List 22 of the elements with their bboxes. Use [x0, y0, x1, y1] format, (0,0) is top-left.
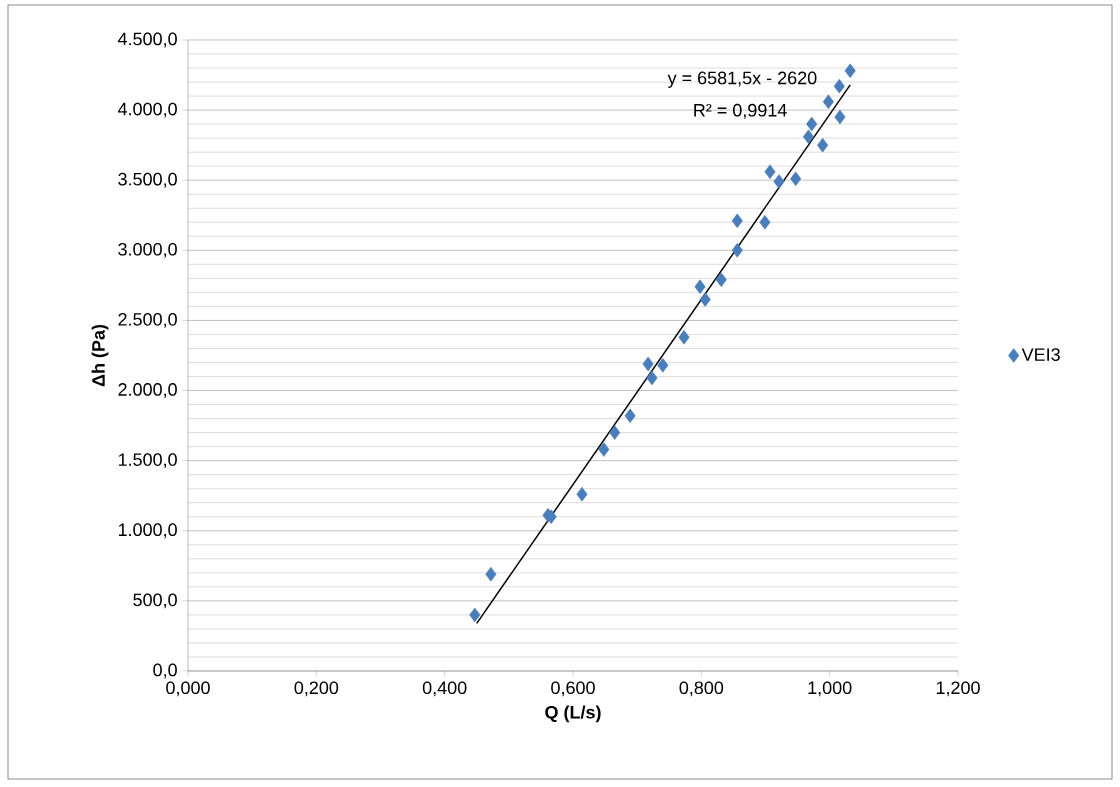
y-tick-label: 3.500,0	[118, 172, 177, 188]
x-tick-label: 0,600	[551, 681, 595, 697]
legend-label: VEI3	[1021, 348, 1060, 361]
x-tick-label: 1,200	[936, 681, 980, 697]
y-tick-label: 3.000,0	[118, 242, 177, 258]
x-axis-title: Q (L/s)	[545, 705, 601, 723]
x-tick-label: 0,400	[422, 681, 467, 697]
y-tick-label: 500,0	[133, 593, 177, 609]
x-tick-label: 0,800	[679, 681, 724, 697]
y-tick-label: 2.000,0	[118, 383, 177, 398]
y-tick-label: 2.500,0	[118, 312, 177, 328]
y-tick-label: 4.500,0	[117, 32, 177, 48]
y-tick-label: 1.500,0	[118, 453, 177, 469]
annotation: R² = 0,9914	[694, 103, 787, 119]
x-tick-label: 1,000	[808, 681, 852, 697]
y-axis-title: Δh (Pa)	[91, 324, 109, 387]
x-tick-label: 0,000	[166, 681, 210, 697]
y-tick-label: 4.000,0	[117, 102, 177, 118]
x-tick-label: 0,200	[294, 681, 339, 697]
y-tick-label: 1.000,0	[118, 523, 177, 539]
annotation: y = 6581,5x - 2620	[667, 71, 817, 88]
y-tick-label: 0,0	[153, 663, 177, 679]
